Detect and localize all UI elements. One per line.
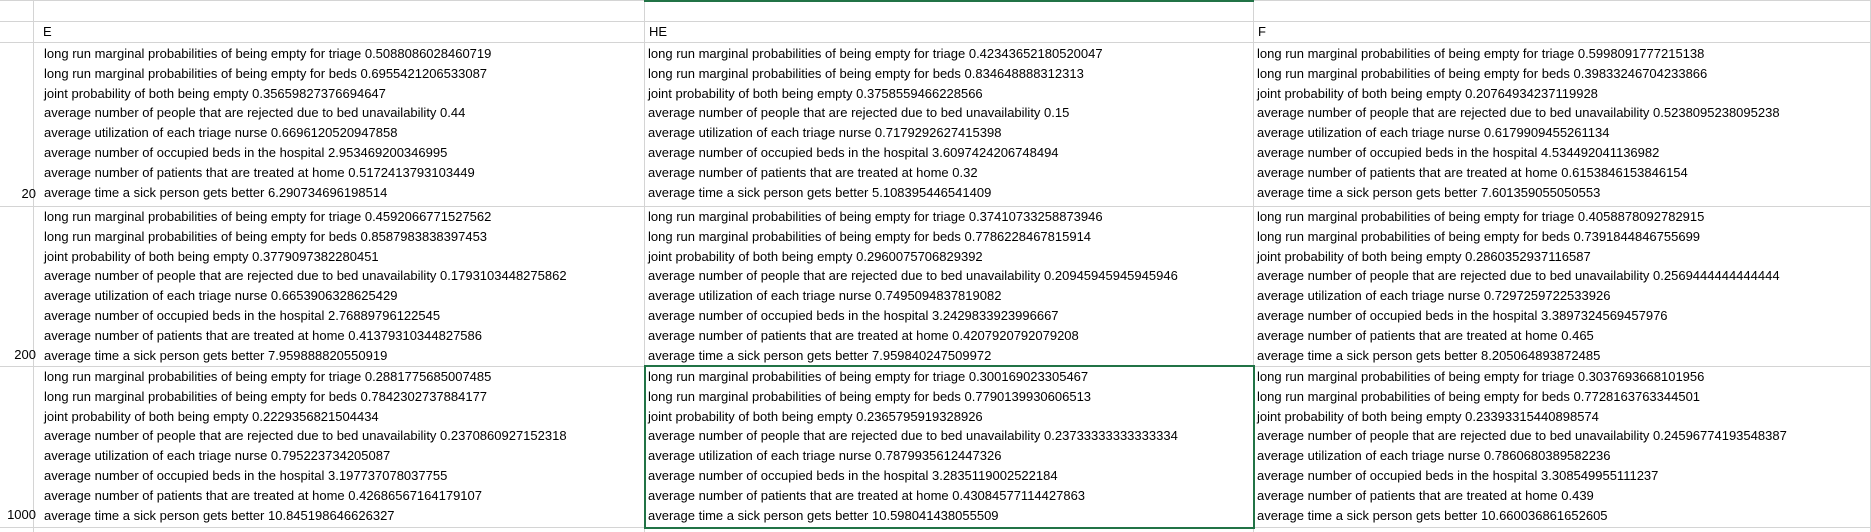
cell-line: joint probability of both being empty 0.…	[44, 248, 379, 264]
cell-line: long run marginal probabilities of being…	[648, 209, 1103, 224]
cell-line: average time a sick person gets better 6…	[44, 184, 388, 200]
gridline	[1253, 0, 1254, 532]
cell-line: long run marginal probabilities of being…	[648, 369, 1089, 384]
cell-line: average utilization of each triage nurse…	[44, 448, 391, 464]
cell-line: average utilization of each triage nurse…	[648, 448, 1002, 464]
column-header-he[interactable]: HE	[649, 24, 668, 39]
cell-line: average number of occupied beds in the h…	[648, 467, 1058, 483]
cell-line: average number of people that are reject…	[44, 105, 466, 121]
cell-line: joint probability of both being empty 0.…	[648, 85, 983, 101]
cell-line: long run marginal probabilities of being…	[44, 228, 488, 244]
cell-e-block-200[interactable]: long run marginal probabilities of being…	[44, 207, 567, 365]
cell-line: long run marginal probabilities of being…	[44, 46, 492, 61]
cell-line: long run marginal probabilities of being…	[648, 388, 1092, 404]
cell-line: average number of patients that are trea…	[44, 327, 482, 343]
cell-line: average utilization of each triage nurse…	[44, 288, 398, 304]
cell-line: average time a sick person gets better 1…	[44, 507, 395, 523]
cell-line: joint probability of both being empty 0.…	[648, 248, 983, 264]
gridline	[0, 206, 1871, 207]
cell-line: average number of patients that are trea…	[44, 487, 482, 503]
cell-line: average number of patients that are trea…	[1257, 164, 1688, 180]
cell-f-block-20[interactable]: long run marginal probabilities of being…	[1257, 44, 1780, 202]
column-header-e[interactable]: E	[43, 24, 52, 39]
cell-line: average number of people that are reject…	[1257, 105, 1780, 121]
cell-line: average number of patients that are trea…	[648, 164, 978, 180]
gridline	[0, 527, 1871, 528]
cell-line: average number of people that are reject…	[44, 428, 567, 444]
gridline	[33, 0, 34, 532]
row-label-20: 20	[21, 186, 36, 201]
cell-line: average time a sick person gets better 1…	[1257, 507, 1608, 523]
cell-line: joint probability of both being empty 0.…	[1257, 248, 1591, 264]
cell-he-block-20[interactable]: long run marginal probabilities of being…	[648, 44, 1103, 202]
cell-line: long run marginal probabilities of being…	[1257, 228, 1701, 244]
cell-line: average number of patients that are trea…	[648, 487, 1086, 503]
cell-line: average utilization of each triage nurse…	[1257, 448, 1611, 464]
cell-line: long run marginal probabilities of being…	[44, 65, 488, 81]
cell-line: average number of people that are reject…	[1257, 268, 1780, 284]
selection-top-edge	[644, 0, 1254, 2]
row-label-200: 200	[14, 347, 36, 362]
cell-he-block-200[interactable]: long run marginal probabilities of being…	[648, 207, 1178, 365]
cell-he-block-1000-selected[interactable]: long run marginal probabilities of being…	[648, 367, 1178, 525]
cell-line: long run marginal probabilities of being…	[44, 388, 488, 404]
cell-line: long run marginal probabilities of being…	[1257, 46, 1705, 61]
cell-e-block-1000[interactable]: long run marginal probabilities of being…	[44, 367, 567, 525]
cell-line: joint probability of both being empty 0.…	[648, 408, 983, 424]
cell-line: long run marginal probabilities of being…	[648, 65, 1084, 81]
cell-line: average number of people that are reject…	[44, 268, 567, 284]
cell-line: long run marginal probabilities of being…	[44, 369, 492, 384]
cell-line: average number of occupied beds in the h…	[44, 307, 441, 323]
cell-line: average number of occupied beds in the h…	[648, 307, 1059, 323]
cell-line: average time a sick person gets better 7…	[44, 347, 388, 363]
cell-line: joint probability of both being empty 0.…	[1257, 408, 1599, 424]
cell-line: average number of occupied beds in the h…	[44, 144, 448, 160]
cell-e-block-20[interactable]: long run marginal probabilities of being…	[44, 44, 491, 202]
cell-line: average number of occupied beds in the h…	[44, 467, 448, 483]
cell-line: average number of people that are reject…	[648, 428, 1178, 444]
cell-line: long run marginal probabilities of being…	[648, 46, 1103, 61]
cell-line: average number of people that are reject…	[1257, 428, 1787, 444]
cell-line: average time a sick person gets better 5…	[648, 184, 992, 200]
cell-line: average number of occupied beds in the h…	[1257, 307, 1668, 323]
cell-line: average utilization of each triage nurse…	[44, 125, 398, 141]
cell-line: average utilization of each triage nurse…	[648, 288, 1002, 304]
cell-line: average number of patients that are trea…	[1257, 327, 1594, 343]
cell-line: average number of people that are reject…	[648, 268, 1178, 284]
cell-line: average number of patients that are trea…	[1257, 487, 1594, 503]
cell-line: average number of occupied beds in the h…	[1257, 467, 1659, 483]
cell-line: average number of occupied beds in the h…	[1257, 144, 1660, 160]
cell-line: average number of patients that are trea…	[648, 327, 1079, 343]
cell-line: long run marginal probabilities of being…	[44, 209, 492, 224]
cell-line: average time a sick person gets better 1…	[648, 507, 999, 523]
cell-line: long run marginal probabilities of being…	[1257, 65, 1708, 81]
gridline	[0, 42, 1871, 43]
row-label-1000: 1000	[7, 507, 36, 522]
cell-line: average utilization of each triage nurse…	[648, 125, 1002, 141]
cell-line: long run marginal probabilities of being…	[1257, 388, 1701, 404]
cell-f-block-1000[interactable]: long run marginal probabilities of being…	[1257, 367, 1787, 525]
cell-line: long run marginal probabilities of being…	[1257, 369, 1705, 384]
cell-f-block-200[interactable]: long run marginal probabilities of being…	[1257, 207, 1780, 365]
cell-line: long run marginal probabilities of being…	[1257, 209, 1705, 224]
cell-line: average number of occupied beds in the h…	[648, 144, 1059, 160]
cell-line: long run marginal probabilities of being…	[648, 228, 1092, 244]
cell-line: average time a sick person gets better 7…	[1257, 184, 1601, 200]
gridline	[644, 0, 645, 532]
cell-line: joint probability of both being empty 0.…	[44, 85, 386, 101]
cell-line: average number of people that are reject…	[648, 105, 1070, 121]
cell-line: average time a sick person gets better 8…	[1257, 347, 1601, 363]
cell-line: average number of patients that are trea…	[44, 164, 475, 180]
gridline	[0, 21, 1871, 22]
cell-line: joint probability of both being empty 0.…	[44, 408, 379, 424]
column-header-f[interactable]: F	[1258, 24, 1266, 39]
cell-line: average utilization of each triage nurse…	[1257, 288, 1611, 304]
cell-line: average time a sick person gets better 7…	[648, 347, 992, 363]
cell-line: joint probability of both being empty 0.…	[1257, 85, 1598, 101]
cell-line: average utilization of each triage nurse…	[1257, 125, 1610, 141]
